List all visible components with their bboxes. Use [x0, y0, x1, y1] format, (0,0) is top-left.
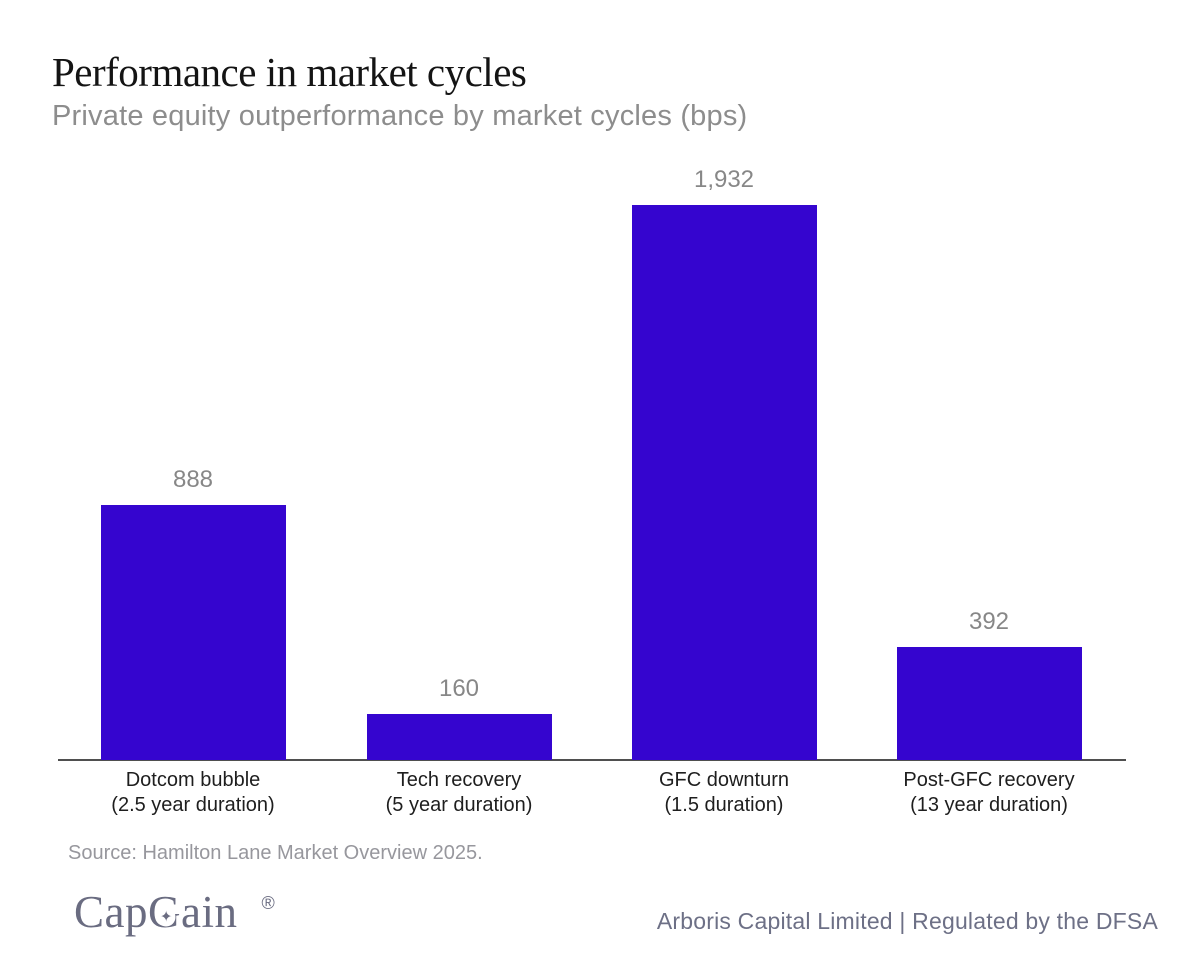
x-axis-line [58, 759, 1126, 761]
category-duration: (13 year duration) [910, 794, 1068, 816]
regulatory-footer-text: Arboris Capital Limited | Regulated by t… [656, 908, 1158, 934]
page-subtitle: Private equity outperformance by market … [52, 100, 748, 132]
bar-3 [631, 205, 817, 760]
category-label: Tech recovery (5 year duration) [319, 768, 599, 818]
logo-text-ain: ain [181, 887, 238, 937]
bar-value-label: 1,932 [693, 166, 755, 193]
bar-value-label: 888 [172, 466, 214, 493]
category-duration: (2.5 year duration) [111, 794, 275, 816]
category-label: Post-GFC recovery (13 year duration) [849, 768, 1129, 818]
category-label: Dotcom bubble (2.5 year duration) [53, 768, 333, 818]
sparkle-icon: ✦ [156, 907, 176, 927]
category-name: Post-GFC recovery [903, 769, 1075, 791]
source-note: Source: Hamilton Lane Market Overview 20… [68, 842, 483, 864]
category-name: Tech recovery [396, 769, 522, 791]
bar-value-label: 392 [968, 608, 1010, 635]
logo-text-cap: Cap [74, 887, 148, 937]
bar-4 [896, 647, 1082, 760]
logo-letter-g: G✦ [148, 886, 181, 938]
capgain-logo: CapG✦ain ® [74, 886, 275, 938]
page-title: Performance in market cycles [52, 49, 527, 95]
category-label: GFC downturn (1.5 duration) [584, 768, 864, 818]
bar-1 [100, 505, 286, 760]
category-name: GFC downturn [658, 769, 790, 791]
category-duration: (5 year duration) [385, 794, 533, 816]
category-duration: (1.5 duration) [664, 794, 784, 816]
bar-value-label: 160 [438, 675, 480, 702]
bar-2 [366, 714, 552, 760]
category-name: Dotcom bubble [125, 769, 261, 791]
registered-trademark-icon: ® [261, 893, 276, 913]
